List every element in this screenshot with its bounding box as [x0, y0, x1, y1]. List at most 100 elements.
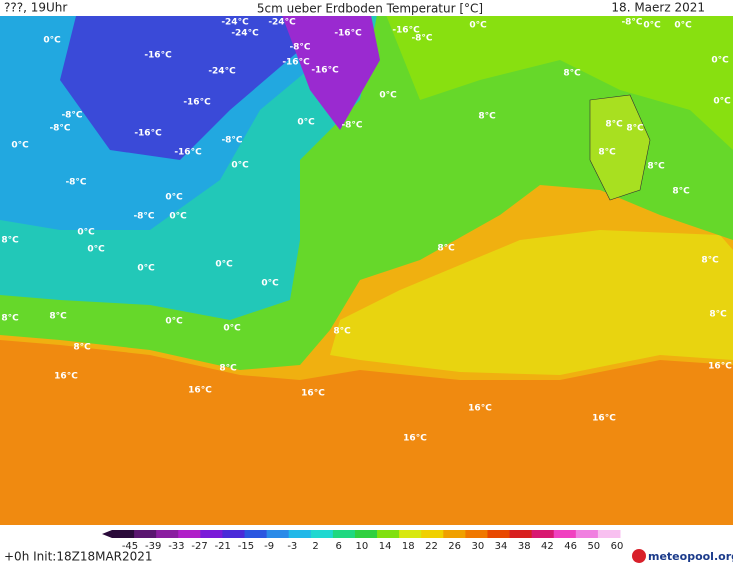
contour-label: -16°C — [134, 129, 162, 139]
contour-label: 8°C — [73, 343, 91, 353]
contour-label: 16°C — [708, 362, 732, 372]
contour-label: -16°C — [392, 26, 420, 36]
colorbar-cell — [575, 530, 599, 538]
light-green-region — [380, 0, 733, 150]
colorbar-cell — [178, 530, 201, 538]
colorbar-tick-label: 34 — [495, 541, 508, 552]
contour-label: 0°C — [223, 324, 241, 334]
contour-label: 8°C — [626, 124, 644, 134]
colorbar-tick-label: 50 — [587, 541, 600, 552]
colorbar-cell — [156, 530, 179, 538]
contour-label: -8°C — [133, 212, 154, 222]
colorbar-tick-label: 26 — [448, 541, 461, 552]
contour-label: 0°C — [297, 118, 315, 128]
colorbar-cell — [134, 530, 157, 538]
contour-label: -16°C — [183, 98, 211, 108]
contour-label: 0°C — [165, 193, 183, 203]
contour-label: 0°C — [231, 161, 249, 171]
contour-label: 8°C — [478, 112, 496, 122]
contour-label: 8°C — [1, 236, 19, 246]
colorbar-tick-label: 22 — [425, 541, 438, 552]
contour-label: 16°C — [188, 386, 212, 396]
contour-label: 0°C — [165, 317, 183, 327]
contour-label: -8°C — [341, 121, 362, 131]
colorbar-tick-label: -27 — [191, 541, 207, 552]
contour-label: -8°C — [221, 136, 242, 146]
colorbar-cell — [332, 530, 356, 538]
contour-label: 8°C — [647, 162, 665, 172]
contour-label: -16°C — [334, 29, 362, 39]
contour-label: 0°C — [379, 91, 397, 101]
colorbar-tick-label: 38 — [518, 541, 531, 552]
run-time: ???, 19Uhr — [4, 1, 67, 15]
contour-label: -8°C — [65, 178, 86, 188]
contour-label: 16°C — [592, 414, 616, 424]
contour-label: -16°C — [311, 66, 339, 76]
very-cold-region — [60, 0, 310, 160]
contour-label: -16°C — [174, 148, 202, 158]
colorbar-cell — [112, 530, 135, 538]
map-date: 18. Maerz 2021 — [611, 1, 705, 15]
contour-label: 0°C — [169, 212, 187, 222]
colorbar-cell — [509, 530, 533, 538]
contour-label: 0°C — [674, 21, 692, 31]
colorbar-cell — [222, 530, 246, 538]
colorbar-tick-label: 46 — [564, 541, 577, 552]
colorbar-cell — [465, 530, 488, 538]
greenland-region — [280, 10, 380, 130]
contour-label: -8°C — [411, 34, 432, 44]
contour-label: -8°C — [49, 124, 70, 134]
colorbar-tick-label: 6 — [336, 541, 342, 552]
colorbar-cell — [421, 530, 444, 538]
colorbar-cell — [597, 530, 621, 538]
contour-label: 8°C — [605, 120, 623, 130]
colorbar-tick-label: 2 — [312, 541, 318, 552]
contour-label: 0°C — [215, 260, 233, 270]
contour-label: -8°C — [61, 111, 82, 121]
colorbar: -45 -39 -33 -27 -21 -15 -9 -3 2 6 10 14 18 22 26 30 34 38… — [102, 530, 623, 552]
colorbar-cell — [310, 530, 334, 538]
contour-label: 16°C — [54, 372, 78, 382]
colorbar-tick-label: -39 — [145, 541, 161, 552]
contour-label: 0°C — [43, 36, 61, 46]
colorbar-cell — [266, 530, 290, 538]
colorbar-tick-label: -33 — [168, 541, 184, 552]
colorbar-cell — [487, 530, 511, 538]
colorbar-tick-label: -3 — [287, 541, 297, 552]
contour-label: 16°C — [301, 389, 325, 399]
contour-label: 16°C — [468, 404, 492, 414]
contour-label: -8°C — [621, 18, 642, 28]
contour-label: -24°C — [221, 18, 249, 28]
colorbar-tick-label: 14 — [379, 541, 392, 552]
colorbar-tick-label: 60 — [611, 541, 624, 552]
contour-label: 8°C — [672, 187, 690, 197]
colorbar-cell — [443, 530, 466, 538]
contour-label: 0°C — [261, 279, 279, 289]
colorbar-cell — [399, 530, 422, 538]
britain — [589, 94, 651, 201]
colorbar-tick-label: -9 — [264, 541, 274, 552]
contour-label: -24°C — [231, 29, 259, 39]
contour-label: 8°C — [709, 310, 727, 320]
map — [0, 0, 733, 525]
colorbar-cell — [244, 530, 268, 538]
colorbar-tick-label: -21 — [215, 541, 231, 552]
contour-labels: 0°C-24°C-24°C-24°C-16°C -16°C-8°C0°C -8°C 0… — [1, 18, 732, 444]
contour-label: 0°C — [469, 21, 487, 31]
contour-label: 0°C — [137, 264, 155, 274]
yellow-region — [330, 230, 733, 375]
colorbar-tick-label: 42 — [541, 541, 554, 552]
contour-label: 0°C — [643, 21, 661, 31]
contour-label: 8°C — [333, 327, 351, 337]
contour-label: 0°C — [11, 141, 29, 151]
contour-label: 16°C — [403, 434, 427, 444]
contour-label: 8°C — [598, 148, 616, 158]
contour-label: -8°C — [289, 43, 310, 53]
header-bar — [0, 0, 733, 16]
colorbar-cell — [377, 530, 400, 538]
colorbar-tick-label: 30 — [471, 541, 484, 552]
colorbar-cell — [354, 530, 378, 538]
colorbar-tick-label: -45 — [122, 541, 138, 552]
contour-label: -24°C — [208, 67, 236, 77]
